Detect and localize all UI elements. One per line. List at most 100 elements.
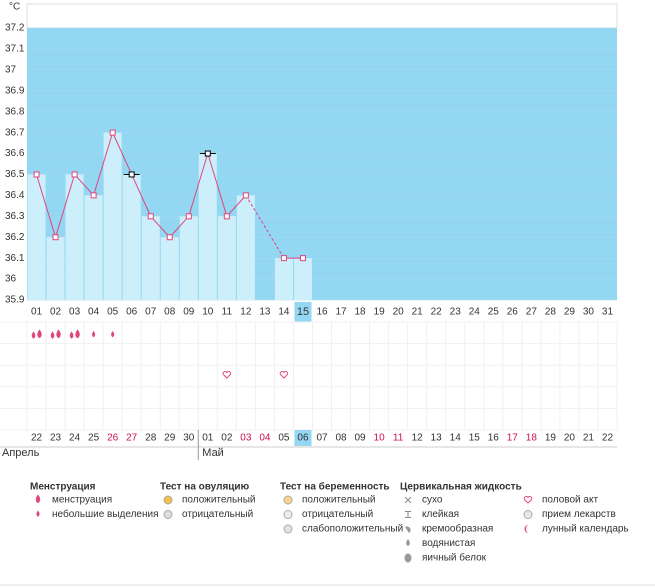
legend-item: отрицательный <box>302 509 373 520</box>
legend-icon <box>35 494 41 504</box>
y-tick-label: 35.9 <box>5 295 25 306</box>
x-tick-label: 31 <box>602 307 614 318</box>
x-tick-label: 03 <box>69 307 81 318</box>
legend-icon <box>36 510 40 517</box>
x-tick-label: 17 <box>335 307 347 318</box>
bar <box>198 153 217 300</box>
y-tick-label: 36.4 <box>5 190 25 201</box>
date-label: 20 <box>564 433 576 444</box>
bar <box>46 237 65 300</box>
bar <box>84 195 103 300</box>
y-axis-label: °C <box>9 2 20 13</box>
legend-item: положительный <box>182 495 255 506</box>
month-label: Апрель <box>2 447 40 459</box>
today-box <box>294 430 312 446</box>
date-label: 04 <box>259 433 271 444</box>
menstruation-icon <box>50 331 55 339</box>
menstruation-icon <box>37 329 42 339</box>
menstruation-icon <box>69 331 74 339</box>
bar <box>122 174 141 300</box>
x-tick-label: 13 <box>259 307 271 318</box>
today-box <box>294 302 312 322</box>
legend-item: яичный белок <box>422 552 487 564</box>
x-tick-label: 23 <box>450 307 462 318</box>
x-tick-label: 11 <box>222 307 233 318</box>
marker <box>52 234 59 241</box>
legend-item: прием лекарств <box>542 509 616 520</box>
date-label: 05 <box>278 433 290 444</box>
legend-icon <box>404 553 412 563</box>
legend-item: кремообразная <box>422 523 493 535</box>
y-tick-label: 36.1 <box>5 253 25 264</box>
top-band <box>26 3 618 29</box>
x-tick-label: 25 <box>488 307 500 318</box>
x-tick-label: 19 <box>374 307 386 318</box>
bar <box>293 258 312 300</box>
marker <box>147 213 154 220</box>
x-tick-label: 22 <box>431 307 443 318</box>
bar <box>179 216 198 300</box>
y-tick-label: 36.2 <box>5 232 25 243</box>
intercourse-icon <box>279 371 289 379</box>
intercourse-icon <box>222 371 232 379</box>
legend-heading: Тест на беременность <box>280 481 390 493</box>
legend-item: менструация <box>52 495 112 506</box>
x-tick-label: 05 <box>107 307 119 318</box>
legend-icon <box>405 511 411 518</box>
marker <box>280 255 287 262</box>
date-label: 10 <box>374 433 386 444</box>
x-tick-label: 28 <box>545 307 557 318</box>
x-tick-label: 26 <box>507 307 519 318</box>
date-label: 16 <box>488 433 500 444</box>
date-label: 22 <box>31 433 43 444</box>
x-tick-label: 14 <box>278 307 290 318</box>
x-tick-label: 02 <box>50 307 62 318</box>
legend-item: положительный <box>302 495 375 506</box>
date-label: 15 <box>469 433 481 444</box>
bar <box>141 216 160 300</box>
legend-icon <box>524 524 529 534</box>
legend-icon <box>404 496 412 504</box>
bar <box>236 195 255 300</box>
legend-item: отрицательный <box>182 509 253 520</box>
legend-icon <box>283 524 293 534</box>
date-label: 27 <box>126 433 138 444</box>
date-label: 17 <box>507 433 519 444</box>
date-label: 14 <box>450 433 462 444</box>
x-tick-label: 16 <box>316 307 328 318</box>
line <box>36 131 247 239</box>
date-label: 01 <box>202 433 214 444</box>
y-tick-label: 36.7 <box>5 127 25 138</box>
gap-line <box>245 195 285 259</box>
bar <box>217 216 236 300</box>
y-tick-label: 36 <box>5 274 17 285</box>
marker <box>166 234 173 241</box>
date-label: 11 <box>393 433 404 444</box>
x-tick-label: 24 <box>469 307 481 318</box>
date-label: 25 <box>88 433 100 444</box>
x-tick-label: 04 <box>88 307 100 318</box>
legend-item: лунный календарь <box>542 524 629 535</box>
legend-icon <box>406 539 410 547</box>
x-tick-label: 29 <box>564 307 576 318</box>
y-tick-label: 37.2 <box>5 23 25 34</box>
marker <box>109 129 116 136</box>
legend-icon <box>283 495 293 505</box>
bar <box>160 237 179 300</box>
marker <box>33 171 40 178</box>
x-tick-label: 08 <box>164 307 176 318</box>
marker <box>204 150 211 157</box>
legend-item: клейкая <box>422 509 459 520</box>
y-tick-label: 36.9 <box>5 85 25 96</box>
date-label: 28 <box>145 433 157 444</box>
x-tick-label: 21 <box>412 307 424 318</box>
menstruation-icon <box>31 331 36 339</box>
legend-icon <box>283 510 293 519</box>
legend-item: слабоположительный <box>302 523 403 535</box>
x-tick-label: 10 <box>202 307 214 318</box>
y-tick-label: 37.1 <box>5 44 25 55</box>
legend-heading: Тест на овуляцию <box>160 482 250 493</box>
x-tick-label: 09 <box>183 307 195 318</box>
date-label: 12 <box>412 433 424 444</box>
